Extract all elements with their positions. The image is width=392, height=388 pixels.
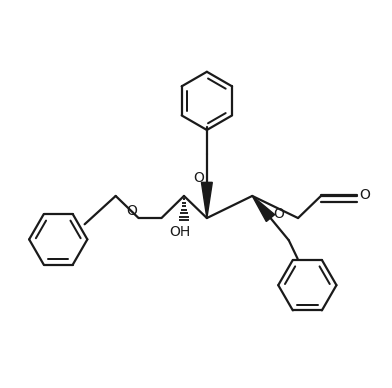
Polygon shape xyxy=(252,196,275,222)
Text: OH: OH xyxy=(169,225,191,239)
Text: O: O xyxy=(360,188,370,202)
Text: O: O xyxy=(193,171,204,185)
Text: O: O xyxy=(126,204,137,218)
Text: O: O xyxy=(274,207,285,221)
Polygon shape xyxy=(201,182,212,218)
